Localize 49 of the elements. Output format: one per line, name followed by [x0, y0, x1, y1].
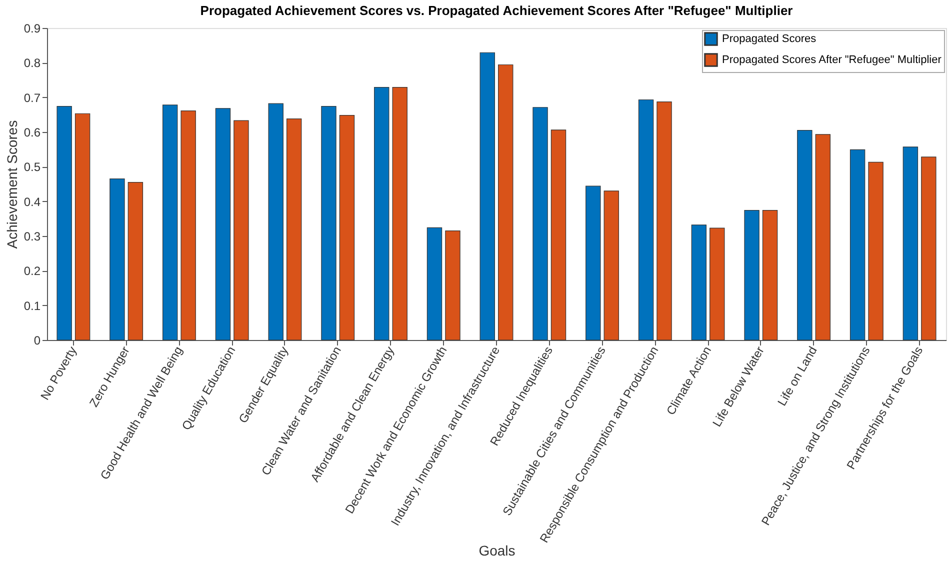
bar — [162, 104, 178, 340]
y-tick-label: 0.7 — [24, 90, 41, 105]
bar — [321, 106, 336, 340]
bar — [656, 102, 672, 340]
chart-title: Propagated Achievement Scores vs. Propagated Achievement Scores After "Refugee" Multiplier — [200, 3, 793, 18]
y-tick-label: 0.3 — [24, 230, 41, 244]
legend-label: Propagated Scores — [722, 33, 817, 45]
x-axis-title: Goals — [478, 542, 516, 558]
bar — [426, 227, 442, 340]
y-tick-label: 0.1 — [24, 298, 41, 313]
bar — [498, 64, 514, 340]
bar — [815, 134, 831, 340]
bar — [762, 210, 778, 340]
bar — [215, 108, 231, 340]
bar — [480, 52, 495, 340]
y-tick-label: 0 — [34, 334, 41, 348]
bar — [56, 106, 72, 340]
y-tick-label: 0.2 — [24, 264, 41, 278]
bar — [268, 103, 284, 340]
bar — [604, 190, 619, 340]
bar — [286, 118, 302, 340]
bar — [638, 99, 654, 340]
legend-label: Propagated Scores After "Refugee" Multiplier — [722, 54, 942, 66]
y-tick-label: 0.9 — [24, 22, 41, 36]
bar — [445, 230, 460, 340]
bar — [710, 228, 725, 340]
bar — [691, 224, 707, 340]
bar — [868, 162, 884, 340]
bar — [234, 120, 249, 340]
bar — [744, 210, 760, 340]
y-tick-label: 0.5 — [24, 160, 41, 174]
bar — [902, 146, 918, 340]
bar — [850, 149, 866, 340]
y-axis-title: Achievement Scores — [4, 120, 20, 249]
y-tick-label: 0.6 — [24, 126, 41, 140]
bar — [921, 156, 936, 340]
bar — [74, 113, 90, 340]
y-tick-label: 0.4 — [24, 194, 41, 209]
bar — [550, 130, 566, 340]
bar — [532, 107, 548, 340]
bar — [180, 110, 196, 340]
bar — [392, 86, 408, 340]
bar — [586, 186, 601, 340]
bar — [797, 130, 812, 340]
bar — [374, 86, 390, 340]
bar — [110, 178, 125, 340]
y-tick-label: 0.8 — [24, 56, 41, 70]
bar — [339, 115, 355, 340]
bar — [128, 182, 144, 340]
